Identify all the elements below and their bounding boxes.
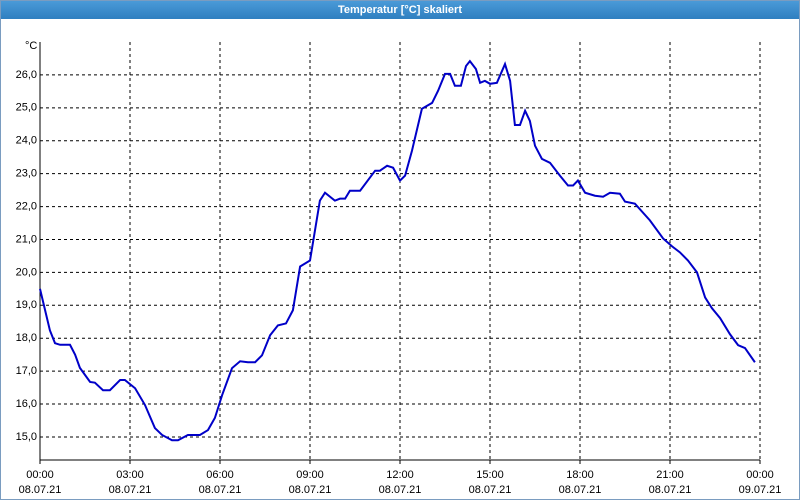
x-tick-label: 06:00 — [206, 469, 234, 481]
x-tick-date: 08.07.21 — [469, 484, 512, 496]
x-tick-date: 09.07.21 — [739, 484, 782, 496]
x-tick-label: 00:00 — [26, 469, 54, 481]
y-tick-label: 20,0 — [16, 266, 37, 278]
x-tick-label: 00:00 — [746, 469, 774, 481]
y-tick-label: 18,0 — [16, 332, 37, 344]
x-tick-label: 03:00 — [116, 469, 144, 481]
x-tick-label: 18:00 — [566, 469, 594, 481]
x-tick-label: 15:00 — [476, 469, 504, 481]
x-tick-date: 08.07.21 — [109, 484, 152, 496]
y-tick-label: 26,0 — [16, 69, 37, 81]
x-tick-date: 08.07.21 — [289, 484, 332, 496]
x-tick-date: 08.07.21 — [649, 484, 692, 496]
x-tick-label: 21:00 — [656, 469, 684, 481]
x-tick-date: 08.07.21 — [19, 484, 62, 496]
y-tick-label: 16,0 — [16, 398, 37, 410]
y-tick-label: 24,0 — [16, 135, 37, 147]
x-tick-label: 12:00 — [386, 469, 414, 481]
x-tick-date: 08.07.21 — [379, 484, 422, 496]
y-tick-label: 19,0 — [16, 299, 37, 311]
y-tick-label: 17,0 — [16, 365, 37, 377]
y-tick-label: 15,0 — [16, 431, 37, 443]
y-tick-label: 23,0 — [16, 168, 37, 180]
y-tick-label: 25,0 — [16, 102, 37, 114]
x-tick-date: 08.07.21 — [559, 484, 602, 496]
y-unit: °C — [25, 40, 37, 52]
x-tick-label: 09:00 — [296, 469, 324, 481]
x-tick-date: 08.07.21 — [199, 484, 242, 496]
y-tick-label: 21,0 — [16, 233, 37, 245]
title-bar: Temperatur [°C] skaliert — [1, 1, 799, 19]
data-line — [39, 59, 756, 442]
y-tick-label: 22,0 — [16, 200, 37, 212]
